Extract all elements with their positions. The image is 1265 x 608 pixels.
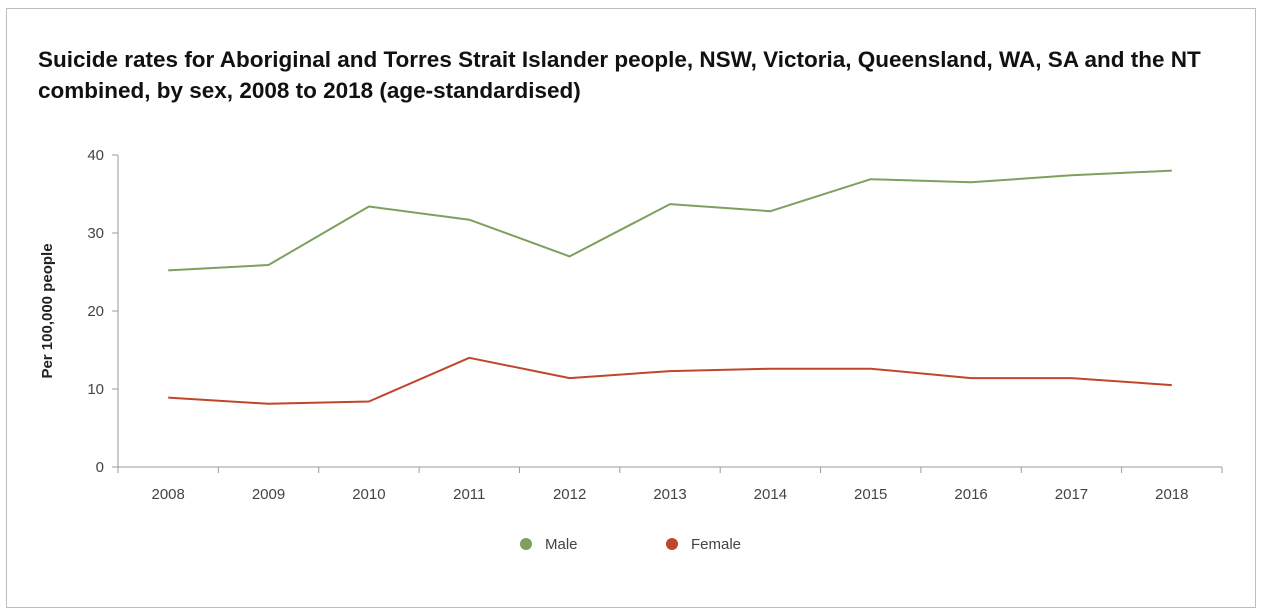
x-tick-label: 2012: [553, 486, 586, 503]
series-line-male: [168, 169, 1172, 272]
chart-title: Suicide rates for Aboriginal and Torres …: [38, 47, 1201, 103]
legend-marker-male: [520, 538, 532, 550]
y-tick-label: 10: [87, 381, 104, 398]
legend-label-male: Male: [545, 536, 578, 553]
x-tick-label: 2015: [854, 486, 887, 503]
x-tick-label: 2010: [352, 486, 385, 503]
y-tick-label: 40: [87, 147, 104, 164]
y-tick-label: 20: [87, 303, 104, 320]
y-axis-label: Per 100,000 people: [39, 243, 56, 378]
legend: Male Female: [520, 536, 741, 553]
legend-label-female: Female: [691, 536, 741, 553]
y-tick-label: 30: [87, 225, 104, 242]
x-tick-label: 2018: [1155, 486, 1188, 503]
y-tick-label: 0: [96, 459, 104, 476]
x-tick-label: 2017: [1055, 486, 1088, 503]
series-lines: [168, 169, 1172, 405]
chart-axes: [117, 155, 1222, 468]
x-axis-ticks: 2008 2009 2010 2011 2012 2013 2014 2015 2016 2017…: [117, 467, 1223, 503]
series-line-female: [168, 356, 1172, 405]
y-axis-ticks: 0 10 20 30 40: [87, 147, 118, 476]
x-tick-label: 2008: [151, 486, 184, 503]
legend-marker-female: [666, 538, 678, 550]
chart-frame: [6, 8, 1256, 608]
x-tick-label: 2014: [754, 486, 787, 503]
x-tick-label: 2011: [453, 486, 485, 503]
x-tick-label: 2009: [252, 486, 285, 503]
x-tick-label: 2013: [653, 486, 686, 503]
x-tick-label: 2016: [954, 486, 987, 503]
